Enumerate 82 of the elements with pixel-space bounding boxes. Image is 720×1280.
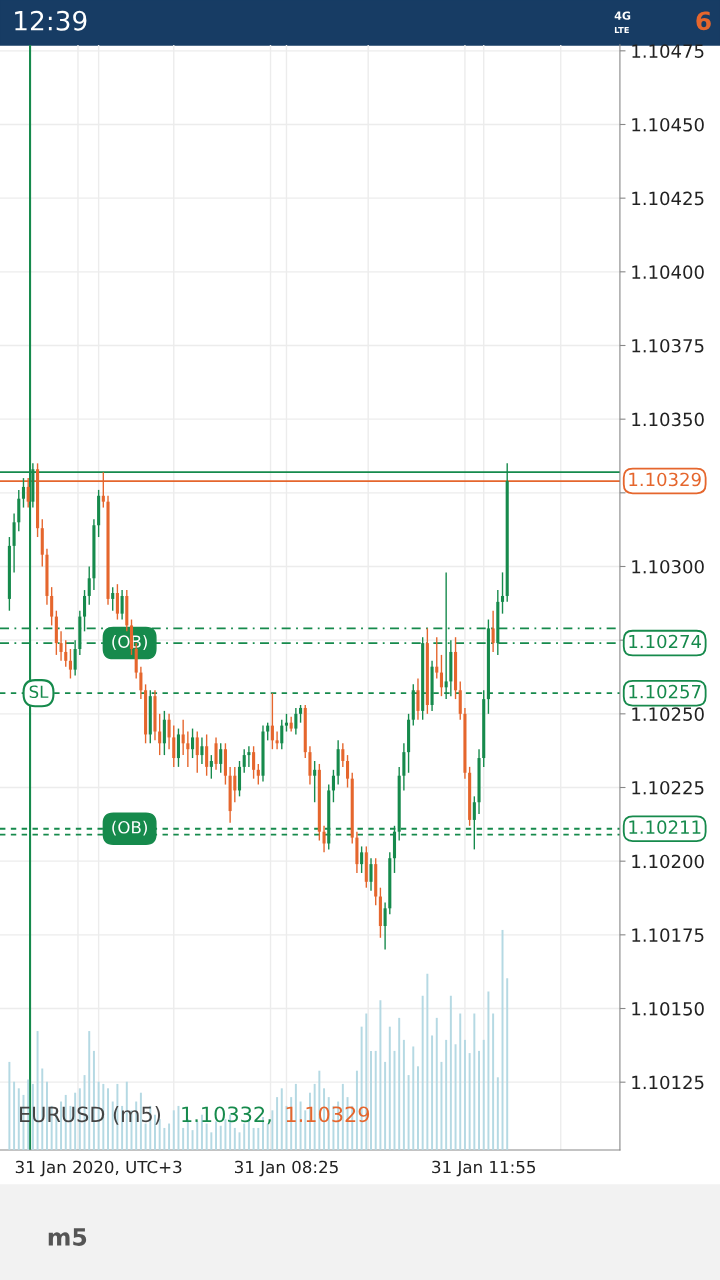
candlestick — [322, 825, 326, 854]
y-tick-label: 1.10425 — [632, 191, 704, 206]
ref-line-label: 1.10329 — [629, 472, 701, 487]
candlestick — [59, 630, 63, 662]
y-tick-label: 1.10450 — [632, 117, 704, 132]
candlestick — [256, 763, 260, 786]
candlestick — [360, 845, 364, 874]
text: LTE — [614, 26, 629, 34]
candlestick — [162, 710, 166, 756]
candlestick — [50, 586, 54, 627]
candlestick — [237, 760, 242, 798]
y-tick-label: 1.10175 — [632, 928, 704, 942]
y-tick-label: 1.10125 — [632, 1075, 704, 1090]
candlestick — [383, 901, 387, 951]
candlestick — [176, 727, 181, 768]
candlestick — [87, 565, 91, 606]
candlestick — [435, 636, 439, 680]
candlestick — [64, 639, 68, 668]
text: m5 — [48, 1228, 87, 1246]
candlestick — [191, 727, 195, 759]
candlestick — [439, 654, 444, 697]
x-tick-label: 31 Jan 11:55 — [432, 1160, 536, 1177]
y-tick-label: 1.10150 — [632, 1001, 704, 1016]
y-tick-label: 1.10200 — [632, 854, 704, 869]
candlestick — [369, 857, 373, 892]
y-tick-label: 1.10400 — [632, 265, 704, 279]
annotation: (OB) — [112, 820, 147, 836]
candlestick — [275, 730, 279, 750]
candlestick — [270, 692, 274, 750]
candlestick — [458, 680, 462, 721]
ref-line-label: 1.10257 — [629, 684, 701, 699]
candlestick — [12, 512, 16, 574]
candlestick — [21, 477, 26, 509]
candlestick — [214, 736, 218, 771]
candlestick — [331, 769, 335, 803]
annotation: 1.10329 — [286, 1106, 370, 1123]
candlestick — [186, 730, 190, 768]
text: 12:39 — [15, 10, 87, 31]
candlestick — [111, 586, 115, 612]
y-tick-label: 1.10375 — [632, 338, 704, 353]
candlestick — [181, 719, 185, 756]
annotation: SL — [29, 685, 49, 699]
candlestick — [416, 677, 420, 721]
candlestick — [345, 754, 350, 789]
candlestick — [120, 589, 124, 621]
y-tick-label: 1.10350 — [632, 412, 704, 427]
candlestick — [172, 724, 176, 768]
candlestick — [115, 583, 119, 621]
candlestick — [313, 760, 317, 803]
x-tick-label: 31 Jan 2020, UTC+3 — [15, 1160, 182, 1177]
candlestick — [82, 589, 87, 633]
candlestick — [205, 733, 209, 777]
candlestick — [200, 736, 204, 765]
candlestick — [402, 742, 406, 792]
y-tick-label: 1.10225 — [632, 780, 704, 795]
y-tick-label: 1.10250 — [632, 707, 704, 721]
x-tick-label: 31 Jan 08:25 — [234, 1160, 338, 1177]
candlestick — [167, 713, 171, 750]
candlestick — [472, 795, 476, 851]
candlestick — [289, 716, 293, 733]
annotation: 1.10332, — [182, 1106, 271, 1125]
candlestick — [308, 745, 312, 786]
candlestick — [500, 571, 505, 615]
text: 6 — [696, 11, 711, 31]
candlestick — [491, 610, 495, 653]
ref-line-label: 1.10211 — [629, 820, 701, 834]
candlestick — [294, 707, 298, 736]
candlestick — [341, 742, 345, 768]
ref-line-label: 1.10274 — [629, 634, 702, 649]
text: 4G — [614, 11, 631, 20]
candlestick — [209, 754, 213, 780]
candlestick — [219, 742, 223, 774]
candlestick — [195, 730, 199, 774]
candlestick — [242, 748, 246, 774]
candlestick — [68, 648, 72, 680]
candlestick — [17, 489, 21, 532]
candlestick — [252, 745, 256, 780]
candlestick — [247, 745, 251, 768]
y-tick-label: 1.10475 — [632, 44, 704, 58]
y-tick-label: 1.10300 — [632, 559, 704, 574]
candlestick — [139, 665, 143, 700]
candlestick — [280, 719, 284, 750]
